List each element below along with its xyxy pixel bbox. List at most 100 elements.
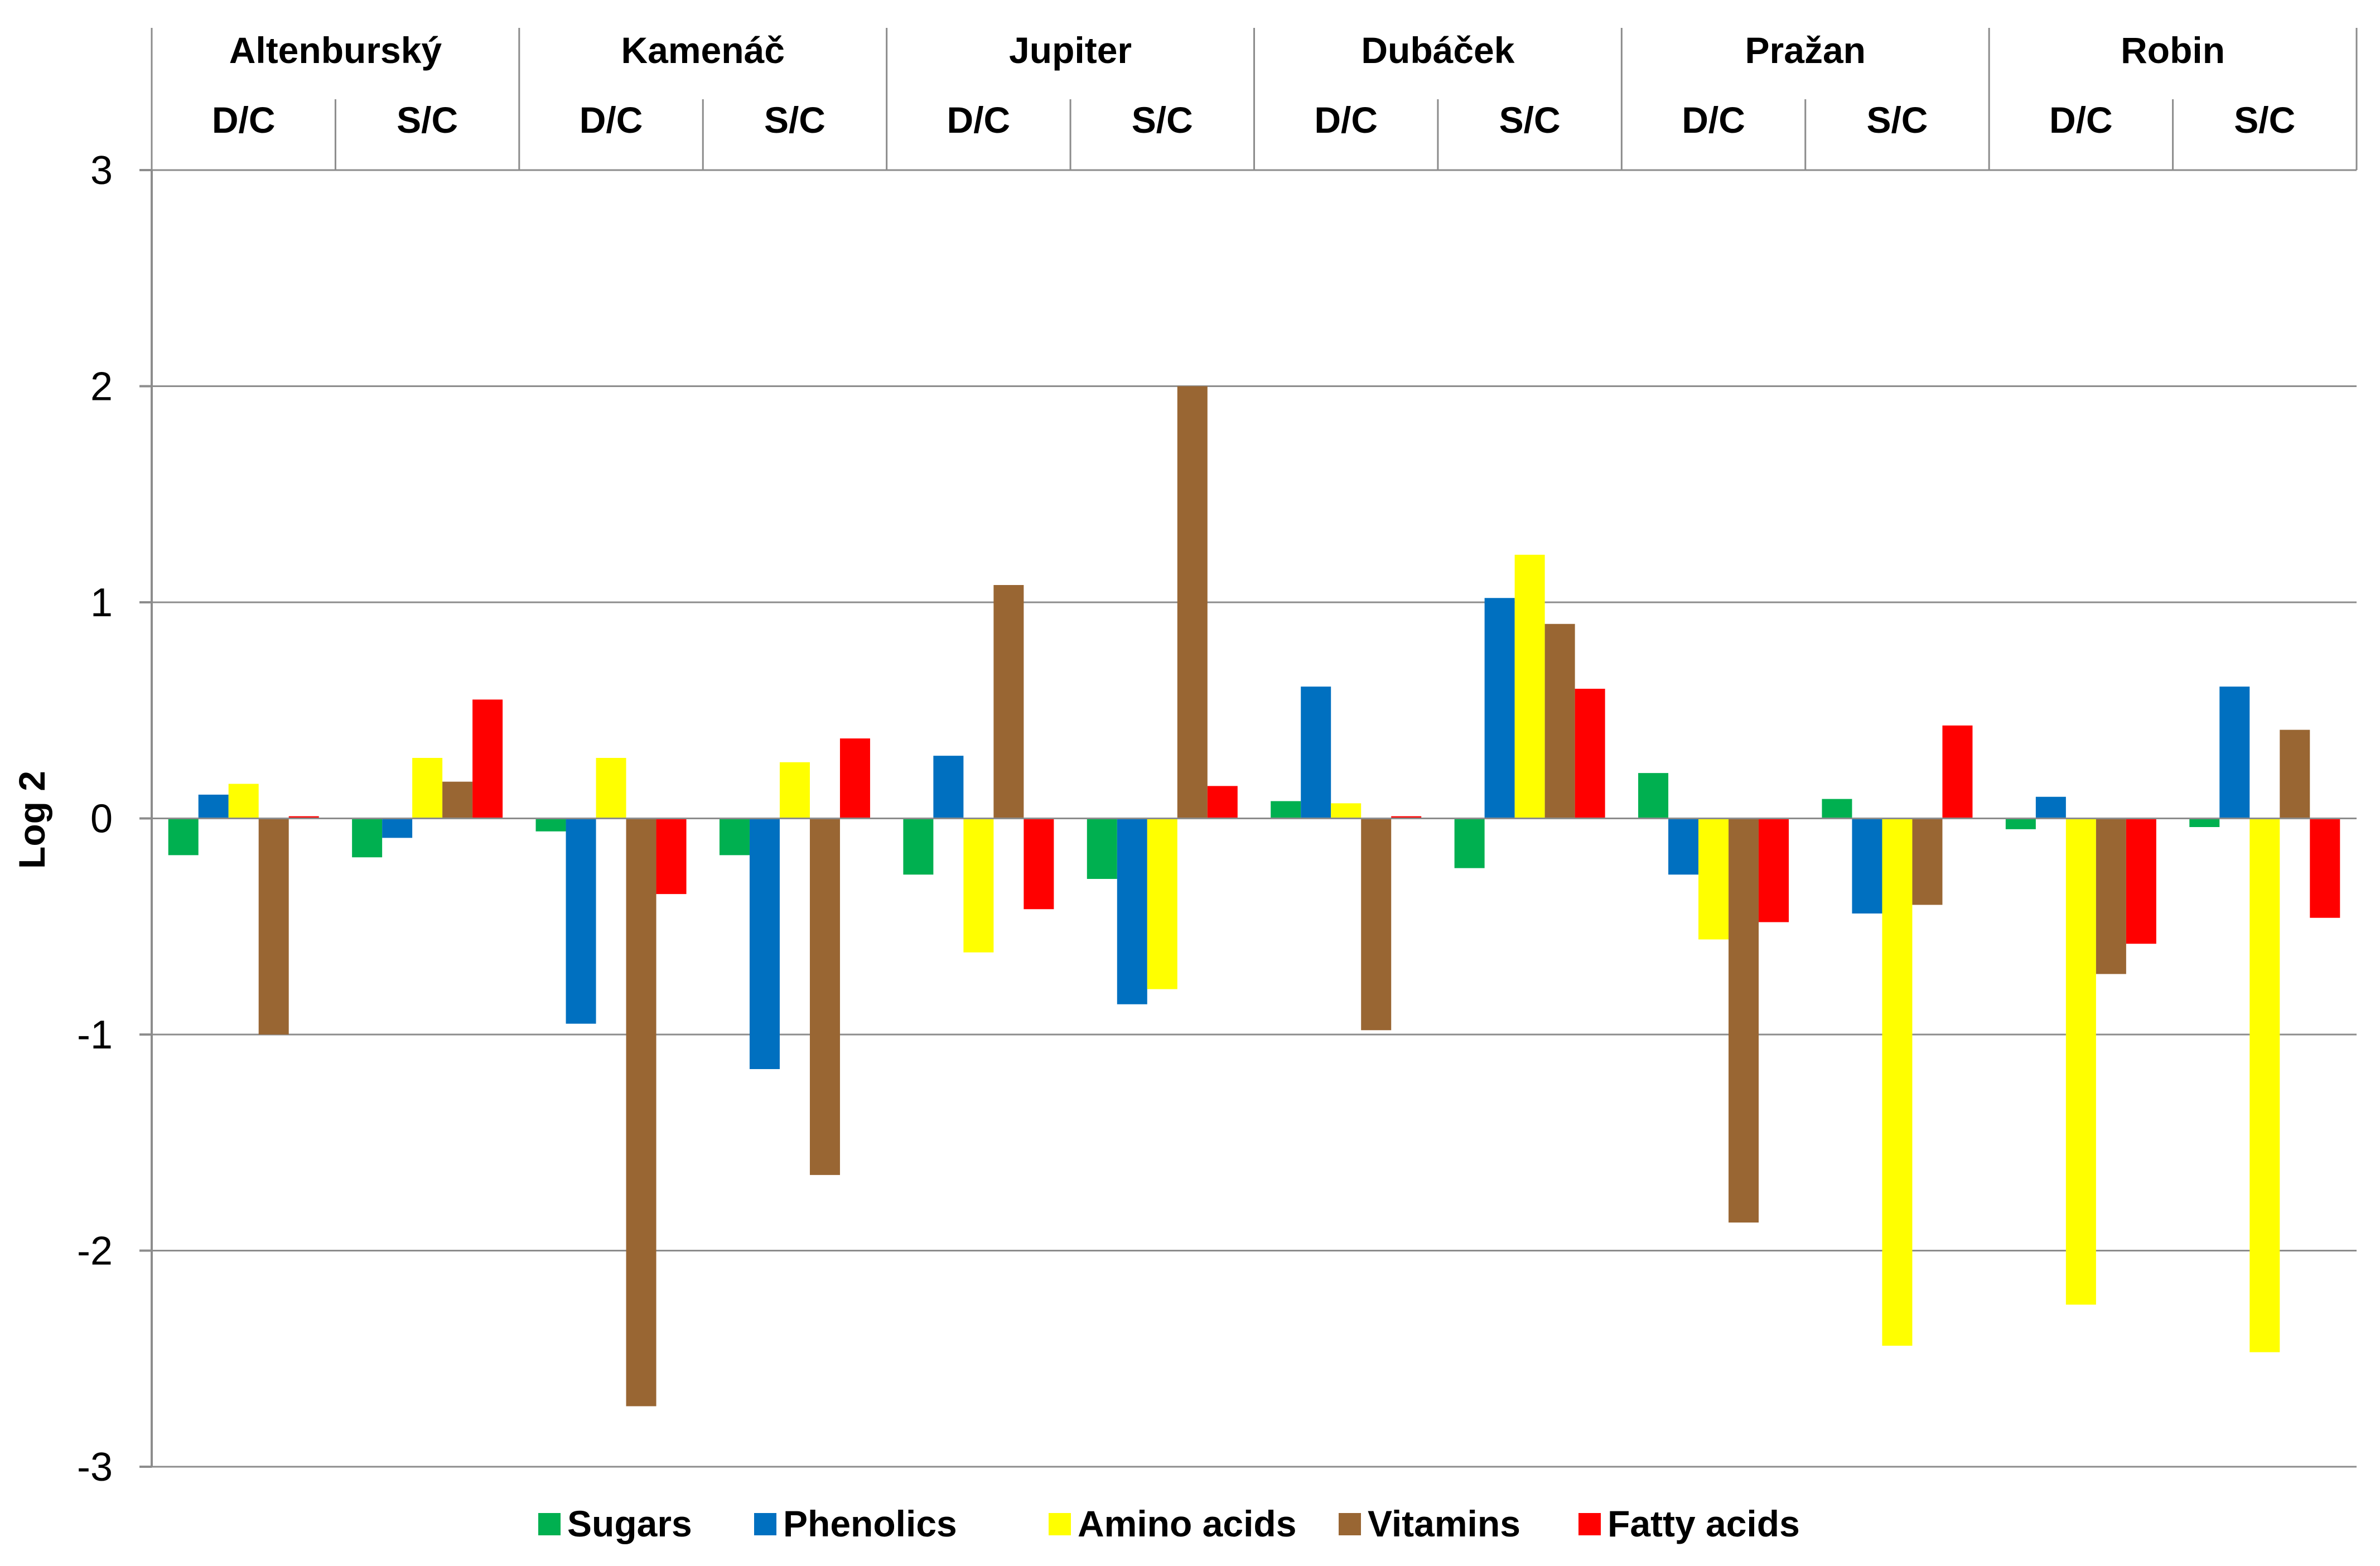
condition-label: S/C	[1499, 99, 1561, 141]
bar-vitamins	[809, 818, 840, 1175]
legend-swatch	[538, 1513, 561, 1535]
bar-phenolics	[198, 794, 229, 819]
bar-phenolics	[566, 818, 596, 1024]
cultivar-label: Robin	[2121, 30, 2225, 71]
bar-fatty-acids	[1942, 725, 1973, 819]
condition-label: D/C	[1682, 99, 1745, 141]
condition-label: D/C	[1314, 99, 1378, 141]
condition-label: D/C	[212, 99, 276, 141]
bar-fatty-acids	[2126, 818, 2156, 944]
bar-sugars	[1087, 818, 1117, 879]
y-tick-label: 3	[90, 148, 113, 193]
bar-fatty-acids	[2310, 818, 2340, 918]
bar-fatty-acids	[839, 738, 870, 819]
bar-phenolics	[1117, 818, 1147, 1004]
bar-vitamins	[258, 818, 289, 1035]
cultivar-label: Kamenáč	[621, 30, 785, 71]
y-tick-label: -3	[77, 1445, 113, 1490]
axes	[139, 169, 2357, 1468]
bar-fatty-acids	[1391, 816, 1422, 819]
legend-swatch	[1049, 1513, 1071, 1535]
cultivar-label: Jupiter	[1009, 30, 1132, 71]
bar-amino-acids	[1331, 803, 1362, 819]
legend-label: Sugars	[567, 1503, 692, 1544]
bar-amino-acids	[1514, 554, 1545, 819]
bar-fatty-acids	[288, 816, 319, 819]
bar-amino-acids	[1882, 818, 1913, 1346]
legend-label: Fatty acids	[1607, 1503, 1800, 1544]
bar-sugars	[2189, 818, 2220, 827]
bar-sugars	[352, 818, 383, 858]
condition-label: S/C	[397, 99, 458, 141]
condition-label: S/C	[1132, 99, 1193, 141]
bar-vitamins	[1544, 624, 1575, 819]
bar-sugars	[535, 818, 566, 832]
condition-label: S/C	[1866, 99, 1928, 141]
bar-amino-acids	[596, 758, 626, 819]
bar-vitamins	[1729, 818, 1759, 1223]
legend: Sugars Phenolics Amino acids Vitamins Fatty …	[538, 1503, 1800, 1544]
bar-amino-acids	[1698, 818, 1729, 940]
bar-sugars	[168, 818, 199, 856]
bar-vitamins	[626, 818, 656, 1406]
bar-vitamins	[1177, 386, 1208, 819]
bar-vitamins	[2280, 729, 2310, 819]
bar-sugars	[1822, 799, 1852, 819]
condition-label: S/C	[764, 99, 825, 141]
bar-amino-acids	[412, 758, 443, 819]
bars	[168, 386, 2340, 1406]
legend-swatch	[754, 1513, 776, 1535]
condition-label: D/C	[580, 99, 643, 141]
bar-amino-acids	[2249, 818, 2280, 1352]
bar-vitamins	[993, 585, 1024, 819]
bar-fatty-acids	[1759, 818, 1789, 922]
bar-vitamins	[1912, 818, 1943, 905]
bar-phenolics	[933, 756, 964, 819]
cultivar-label: Pražan	[1745, 30, 1866, 71]
bar-sugars	[2005, 818, 2036, 829]
cultivar-label: Altenburský	[229, 30, 442, 71]
condition-label: D/C	[947, 99, 1011, 141]
bar-sugars	[1454, 818, 1485, 868]
condition-label: D/C	[2049, 99, 2113, 141]
legend-label: Vitamins	[1368, 1503, 1520, 1544]
legend-swatch	[1339, 1513, 1361, 1535]
bar-phenolics	[382, 818, 413, 838]
bar-fatty-acids	[472, 699, 503, 819]
bar-phenolics	[1301, 687, 1331, 819]
condition-label: S/C	[2234, 99, 2295, 141]
bar-amino-acids	[1147, 818, 1177, 989]
legend-swatch	[1578, 1513, 1601, 1535]
bar-amino-acids	[963, 818, 994, 953]
bar-phenolics	[749, 818, 780, 1069]
bar-amino-acids	[228, 784, 259, 819]
bar-sugars	[1638, 773, 1669, 819]
y-tick-label: -2	[77, 1229, 113, 1274]
bar-fatty-acids	[1575, 689, 1605, 819]
bar-fatty-acids	[1207, 786, 1238, 819]
bar-phenolics	[2219, 687, 2250, 819]
y-tick-labels: 3 2 1 0 -1 -2 -3	[77, 148, 113, 1490]
bar-vitamins	[442, 781, 473, 819]
bar-fatty-acids	[1024, 818, 1054, 910]
y-tick-label: 2	[90, 365, 113, 409]
bar-sugars	[1271, 801, 1301, 819]
bar-phenolics	[1852, 818, 1882, 914]
bar-amino-acids	[2065, 818, 2096, 1305]
bar-sugars	[719, 818, 750, 856]
bar-amino-acids	[779, 762, 810, 819]
bar-vitamins	[2096, 818, 2126, 974]
y-axis-label: Log 2	[11, 771, 52, 869]
bar-phenolics	[1484, 598, 1515, 819]
legend-label: Phenolics	[783, 1503, 957, 1544]
y-tick-label: 1	[90, 581, 113, 625]
legend-label: Amino acids	[1078, 1503, 1296, 1544]
bar-fatty-acids	[656, 818, 687, 895]
bar-phenolics	[1668, 818, 1699, 875]
y-tick-label: 0	[90, 797, 113, 842]
bar-phenolics	[2035, 796, 2066, 819]
bar-sugars	[903, 818, 934, 875]
y-tick-label: -1	[77, 1013, 113, 1057]
